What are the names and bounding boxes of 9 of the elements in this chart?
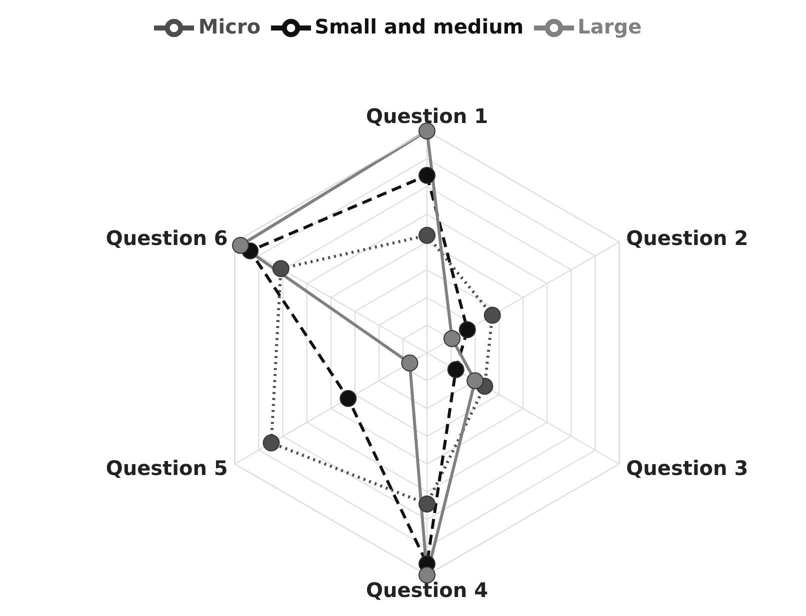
legend-label: Large — [578, 14, 642, 38]
legend-label: Micro — [198, 14, 261, 38]
spoke-label: Question 5 — [106, 456, 228, 480]
spoke-label: Question 2 — [626, 226, 748, 250]
legend-label: Small and medium — [314, 14, 524, 38]
spoke-label: Question 3 — [626, 456, 748, 480]
spoke-label: Question 1 — [366, 104, 488, 128]
spoke-label: Question 6 — [106, 226, 228, 250]
spoke-label: Question 4 — [366, 578, 488, 602]
